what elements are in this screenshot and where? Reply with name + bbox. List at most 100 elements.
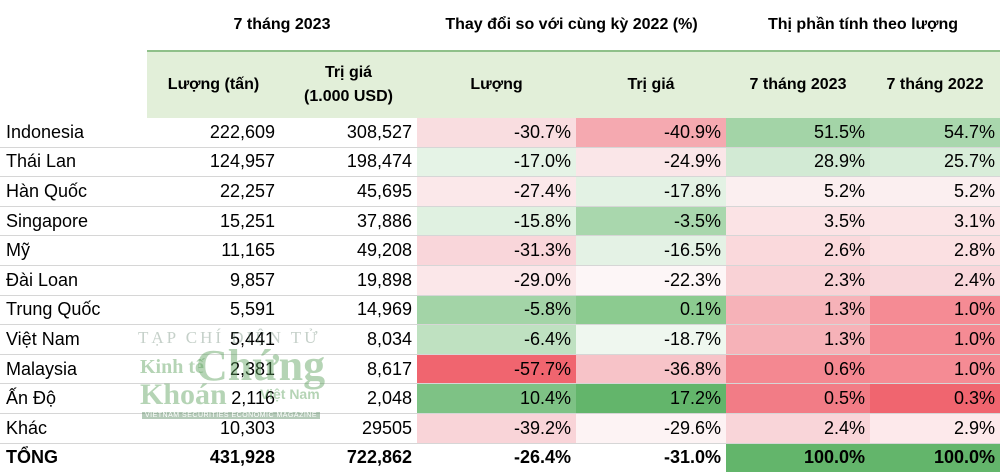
table-row: Khác 10,303 29505 -39.2% -29.6% 2.4% 2.9% bbox=[0, 413, 1000, 444]
value-cell: 308,527 bbox=[280, 118, 417, 148]
share-2022-cell: 2.8% bbox=[870, 235, 1000, 266]
change-volume-cell: -30.7% bbox=[417, 118, 576, 148]
col-header-value: Trị giá (1.000 USD) bbox=[280, 51, 417, 118]
change-volume-cell: -57.7% bbox=[417, 354, 576, 385]
change-value-cell: -18.7% bbox=[576, 324, 726, 355]
volume-cell: 10,303 bbox=[147, 413, 280, 444]
change-volume-cell: -39.2% bbox=[417, 413, 576, 444]
col-header-value-line-2: (1.000 USD) bbox=[304, 88, 393, 105]
country-name: Đài Loan bbox=[0, 265, 147, 296]
change-value-cell: -24.9% bbox=[576, 147, 726, 178]
table-row: Trung Quốc 5,591 14,969 -5.8% 0.1% 1.3% 1.0% bbox=[0, 295, 1000, 326]
col-header-value-line-1: Trị giá bbox=[324, 64, 373, 81]
volume-cell: 2,381 bbox=[147, 354, 280, 385]
table-row: Indonesia 222,609 308,527 -30.7% -40.9% 51.5%… bbox=[0, 118, 1000, 148]
value-cell: 49,208 bbox=[280, 235, 417, 266]
country-name: Khác bbox=[0, 413, 147, 444]
country-name: Việt Nam bbox=[0, 324, 147, 355]
share-2022-cell: 1.0% bbox=[870, 295, 1000, 326]
change-value-cell: -36.8% bbox=[576, 354, 726, 385]
change-volume-cell: 10.4% bbox=[417, 383, 576, 414]
share-2023-cell: 2.6% bbox=[726, 235, 870, 266]
country-name: Thái Lan bbox=[0, 147, 147, 178]
volume-cell: 124,957 bbox=[147, 147, 280, 178]
share-2023-cell: 0.5% bbox=[726, 383, 870, 414]
volume-cell: 5,441 bbox=[147, 324, 280, 355]
change-value-cell: -31.0% bbox=[576, 443, 726, 472]
share-2023-cell: 0.6% bbox=[726, 354, 870, 385]
share-2022-cell: 2.9% bbox=[870, 413, 1000, 444]
table-row: Malaysia 2,381 8,617 -57.7% -36.8% 0.6% 1.0% bbox=[0, 354, 1000, 385]
change-volume-cell: -17.0% bbox=[417, 147, 576, 178]
share-2022-cell: 54.7% bbox=[870, 118, 1000, 148]
table-row: Việt Nam 5,441 8,034 -6.4% -18.7% 1.3% 1.0% bbox=[0, 324, 1000, 355]
volume-cell: 431,928 bbox=[209, 447, 275, 468]
share-2022-cell: 100.0% bbox=[870, 443, 1000, 472]
value-cell: 45,695 bbox=[280, 176, 417, 207]
value-cell: 198,474 bbox=[280, 147, 417, 178]
change-value-cell: -40.9% bbox=[576, 118, 726, 148]
volume-cell: 5,591 bbox=[147, 295, 280, 326]
change-volume-cell: -26.4% bbox=[417, 443, 576, 472]
share-2023-cell: 5.2% bbox=[726, 176, 870, 207]
value-cell: 29505 bbox=[280, 413, 417, 444]
blank-header-cell bbox=[0, 51, 147, 118]
change-value-cell: -16.5% bbox=[576, 235, 726, 266]
change-value-cell: 17.2% bbox=[576, 383, 726, 414]
value-cell: 14,969 bbox=[280, 295, 417, 326]
share-2022-cell: 25.7% bbox=[870, 147, 1000, 178]
share-2022-cell: 3.1% bbox=[870, 206, 1000, 237]
share-2022-cell: 0.3% bbox=[870, 383, 1000, 414]
volume-cell: 222,609 bbox=[147, 118, 280, 148]
table-row: Đài Loan 9,857 19,898 -29.0% -22.3% 2.3% 2.4% bbox=[0, 265, 1000, 296]
change-value-cell: 0.1% bbox=[576, 295, 726, 326]
country-name: TỔNG bbox=[6, 447, 58, 468]
table-row: Mỹ 11,165 49,208 -31.3% -16.5% 2.6% 2.8% bbox=[0, 235, 1000, 266]
col-header-change-value: Trị giá bbox=[576, 51, 726, 118]
share-2023-cell: 51.5% bbox=[726, 118, 870, 148]
share-2022-cell: 1.0% bbox=[870, 324, 1000, 355]
table-row: Thái Lan 124,957 198,474 -17.0% -24.9% 28.9% 2… bbox=[0, 147, 1000, 178]
group-header-7-months-2023: 7 tháng 2023 bbox=[147, 0, 417, 52]
volume-cell: 22,257 bbox=[147, 176, 280, 207]
change-value-cell: -29.6% bbox=[576, 413, 726, 444]
share-2023-cell: 2.4% bbox=[726, 413, 870, 444]
country-name: Hàn Quốc bbox=[0, 176, 147, 207]
col-header-volume: Lượng (tấn) bbox=[147, 51, 280, 118]
share-2023-cell: 1.3% bbox=[726, 324, 870, 355]
share-2023-cell: 3.5% bbox=[726, 206, 870, 237]
value-cell: 722,862 bbox=[346, 447, 412, 468]
country-name: Trung Quốc bbox=[0, 295, 147, 326]
change-value-cell: -22.3% bbox=[576, 265, 726, 296]
change-volume-cell: -5.8% bbox=[417, 295, 576, 326]
volume-cell: 15,251 bbox=[147, 206, 280, 237]
country-name: Singapore bbox=[0, 206, 147, 237]
col-header-share-2023: 7 tháng 2023 bbox=[726, 51, 870, 118]
col-header-share-2022: 7 tháng 2022 bbox=[870, 51, 1000, 118]
group-header-market-share: Thị phần tính theo lượng bbox=[726, 0, 1000, 52]
col-header-change-volume: Lượng bbox=[417, 51, 576, 118]
total-row: TỔNG 431,928 722,862 -26.4% -31.0% 100.0% 100.… bbox=[0, 443, 1000, 472]
change-volume-cell: -27.4% bbox=[417, 176, 576, 207]
volume-cell: 11,165 bbox=[147, 235, 280, 266]
country-name: Ấn Độ bbox=[0, 383, 147, 414]
value-cell: 8,034 bbox=[280, 324, 417, 355]
group-header-yoy-change: Thay đổi so với cùng kỳ 2022 (%) bbox=[417, 0, 726, 52]
share-2023-cell: 100.0% bbox=[726, 443, 870, 472]
share-2023-cell: 2.3% bbox=[726, 265, 870, 296]
change-value-cell: -17.8% bbox=[576, 176, 726, 207]
change-volume-cell: -6.4% bbox=[417, 324, 576, 355]
change-value-cell: -3.5% bbox=[576, 206, 726, 237]
table-row: Singapore 15,251 37,886 -15.8% -3.5% 3.5% 3.1% bbox=[0, 206, 1000, 237]
volume-cell: 9,857 bbox=[147, 265, 280, 296]
share-2022-cell: 1.0% bbox=[870, 354, 1000, 385]
share-2022-cell: 5.2% bbox=[870, 176, 1000, 207]
share-2023-cell: 1.3% bbox=[726, 295, 870, 326]
corner-cell bbox=[0, 0, 147, 51]
change-volume-cell: -29.0% bbox=[417, 265, 576, 296]
value-cell: 2,048 bbox=[280, 383, 417, 414]
change-volume-cell: -31.3% bbox=[417, 235, 576, 266]
table-row: Hàn Quốc 22,257 45,695 -27.4% -17.8% 5.2% 5.2% bbox=[0, 176, 1000, 207]
share-2023-cell: 28.9% bbox=[726, 147, 870, 178]
